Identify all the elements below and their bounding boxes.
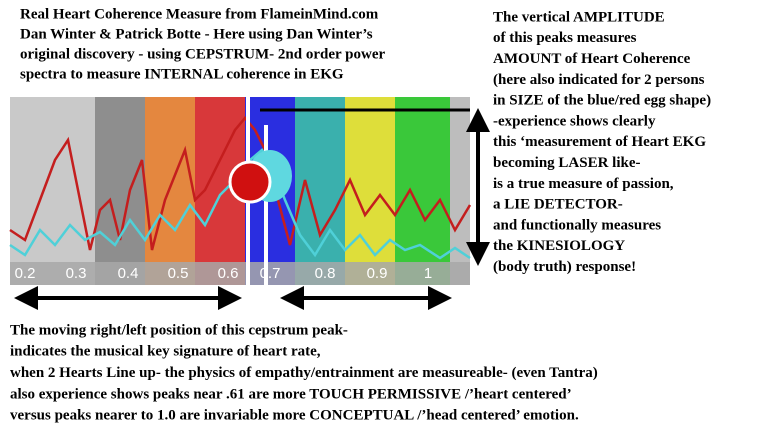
- tick-labels: 0.2 0.3 0.4 0.5 0.6 0.7 0.8 0.9 1: [15, 265, 433, 282]
- side-line: this ‘measurement of Heart EKG: [493, 134, 706, 150]
- footer-line: also experience shows peaks near .61 are…: [10, 386, 572, 402]
- header-line: Dan Winter & Patrick Botte - Here using …: [20, 26, 373, 42]
- tick-label: 0.9: [367, 265, 388, 282]
- side-line: (body truth) response!: [493, 259, 636, 275]
- side-line: (here also indicated for 2 persons: [493, 72, 705, 88]
- side-line: of this peaks measures: [493, 30, 637, 46]
- header: Real Heart Coherence Measure from Flamei…: [20, 6, 385, 82]
- side-line: a LIE DETECTOR-: [493, 197, 623, 213]
- footer-line: when 2 Hearts Line up- the physics of em…: [10, 365, 598, 381]
- red-curve: [9, 116, 472, 251]
- band: [395, 97, 450, 285]
- footer-line: The moving right/left position of this c…: [10, 322, 348, 338]
- side-line: -experience shows clearly: [493, 113, 656, 129]
- band: [95, 97, 145, 285]
- spectrum-chart: 0.2 0.3 0.4 0.5 0.6 0.7 0.8 0.9 1: [9, 97, 472, 290]
- footer-line: versus peaks nearer to 1.0 are invariabl…: [10, 408, 579, 424]
- side-line: The vertical AMPLITUDE: [493, 9, 665, 25]
- header-line: original discovery - using CEPSTRUM- 2nd…: [20, 46, 385, 62]
- header-line: Real Heart Coherence Measure from Flamei…: [20, 6, 379, 22]
- band: [345, 97, 395, 285]
- band: [10, 97, 95, 285]
- red-egg: [228, 160, 272, 204]
- header-line: spectra to measure INTERNAL coherence in…: [20, 66, 344, 82]
- tick-label: 0.3: [66, 265, 87, 282]
- band: [145, 97, 195, 285]
- side-line: in SIZE of the blue/red egg shape): [493, 93, 711, 109]
- tick-label: 0.8: [315, 265, 336, 282]
- tick-label: 0.5: [168, 265, 189, 282]
- side-line: becoming LASER like-: [493, 155, 641, 171]
- footer: The moving right/left position of this c…: [10, 322, 598, 423]
- tick-strip: [10, 262, 470, 285]
- side-line: and functionally measures: [493, 217, 661, 233]
- tick-label: 1: [424, 265, 432, 282]
- tick-label: 0.6: [218, 265, 239, 282]
- side-line: is a true measure of passion,: [493, 176, 674, 192]
- footer-line: indicates the musical key signature of h…: [10, 344, 321, 360]
- tick-label: 0.7: [260, 265, 281, 282]
- band: [450, 97, 470, 285]
- side-note: The vertical AMPLITUDE of this peaks meas…: [493, 9, 711, 275]
- tick-label: 0.4: [118, 265, 139, 282]
- side-line: AMOUNT of Heart Coherence: [493, 51, 691, 67]
- side-line: the KINESIOLOGY: [493, 238, 625, 254]
- tick-label: 0.2: [15, 265, 36, 282]
